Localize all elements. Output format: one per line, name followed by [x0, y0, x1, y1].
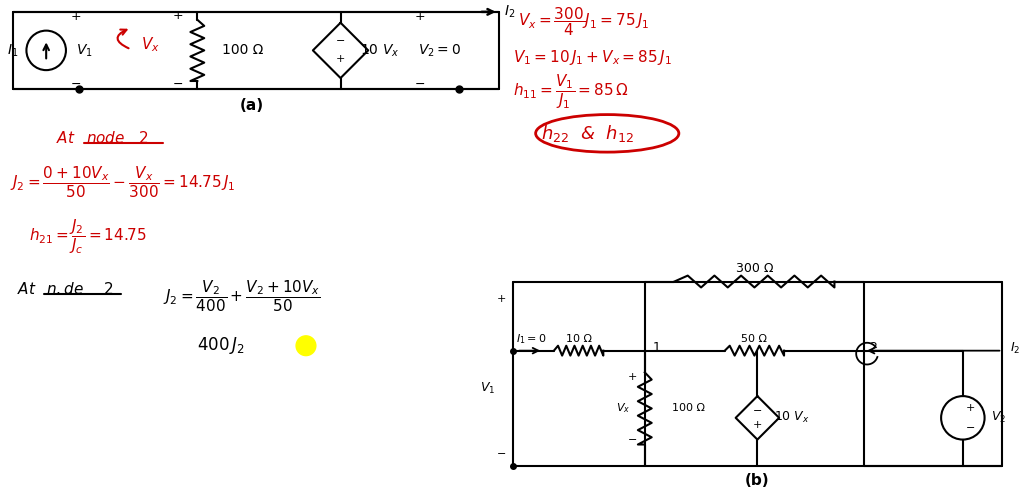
- Text: $400\,J_2$: $400\,J_2$: [198, 335, 245, 356]
- Text: −: −: [629, 435, 638, 445]
- Text: $At$: $At$: [16, 282, 36, 297]
- Circle shape: [296, 336, 315, 356]
- Text: $J_2 = \dfrac{V_2}{400} + \dfrac{V_2+10V_x}{50}$: $J_2 = \dfrac{V_2}{400} + \dfrac{V_2+10V…: [163, 279, 321, 314]
- Text: $h_{22}$  &  $h_{12}$: $h_{22}$ & $h_{12}$: [541, 123, 634, 144]
- Text: $2$: $2$: [138, 130, 148, 146]
- Text: 10 Ω: 10 Ω: [565, 334, 592, 344]
- Text: $I_2$: $I_2$: [504, 3, 515, 20]
- Text: $10\ V_x$: $10\ V_x$: [360, 42, 399, 59]
- Text: −: −: [415, 78, 425, 90]
- Text: +: +: [336, 54, 345, 64]
- Text: $J_2 = \dfrac{0+10V_x}{50} - \dfrac{V_x}{300} = 14.75\,J_1$: $J_2 = \dfrac{0+10V_x}{50} - \dfrac{V_x}…: [9, 165, 236, 201]
- Text: $V_x$: $V_x$: [141, 35, 161, 54]
- Text: $At$: $At$: [56, 130, 76, 146]
- Text: $V_x = \dfrac{300}{4}J_1 = 75\,J_1$: $V_x = \dfrac{300}{4}J_1 = 75\,J_1$: [518, 5, 650, 38]
- Text: 100 Ω: 100 Ω: [222, 43, 263, 58]
- Text: (a): (a): [240, 98, 264, 113]
- Text: $n.de$: $n.de$: [46, 282, 84, 297]
- Text: +: +: [966, 403, 976, 413]
- Text: −: −: [966, 423, 976, 433]
- Text: $10\ V_x$: $10\ V_x$: [774, 410, 810, 426]
- Text: $V_1$: $V_1$: [480, 381, 496, 396]
- Text: −: −: [497, 449, 506, 459]
- Text: $V_2=0$: $V_2=0$: [418, 42, 461, 59]
- Text: $I_1=0$: $I_1=0$: [516, 332, 547, 346]
- Text: 2: 2: [869, 341, 877, 354]
- Text: +: +: [415, 10, 425, 23]
- Text: $V_1$: $V_1$: [76, 42, 92, 59]
- Text: $V_2$: $V_2$: [990, 410, 1006, 426]
- Text: +: +: [172, 9, 183, 22]
- Text: $node$: $node$: [86, 130, 125, 146]
- Text: +: +: [497, 294, 506, 305]
- Text: (b): (b): [745, 472, 770, 488]
- Text: $V_1 = 10\,J_1 + V_x = 85\,J_1$: $V_1 = 10\,J_1 + V_x = 85\,J_1$: [513, 48, 672, 67]
- Text: $I_1$: $I_1$: [7, 42, 18, 59]
- Text: −: −: [172, 78, 183, 90]
- Text: −: −: [71, 78, 81, 90]
- Text: $h_{21} = \dfrac{J_2}{J_c} = 14.75$: $h_{21} = \dfrac{J_2}{J_c} = 14.75$: [30, 218, 147, 257]
- Text: $V_x$: $V_x$: [615, 401, 630, 415]
- Text: +: +: [71, 10, 81, 23]
- Text: −: −: [336, 37, 345, 46]
- Text: 1: 1: [652, 341, 660, 354]
- Text: 100 Ω: 100 Ω: [673, 403, 706, 413]
- Text: −: −: [753, 406, 762, 416]
- Text: +: +: [629, 372, 638, 382]
- Text: $h_{11} = \dfrac{V_1}{J_1} = 85\,\Omega$: $h_{11} = \dfrac{V_1}{J_1} = 85\,\Omega$: [513, 73, 629, 111]
- Text: $2$: $2$: [103, 282, 114, 297]
- Text: +: +: [753, 420, 762, 430]
- Text: 300 Ω: 300 Ω: [735, 262, 773, 275]
- Text: 50 Ω: 50 Ω: [741, 334, 767, 344]
- Text: $I_2$: $I_2$: [1011, 341, 1021, 356]
